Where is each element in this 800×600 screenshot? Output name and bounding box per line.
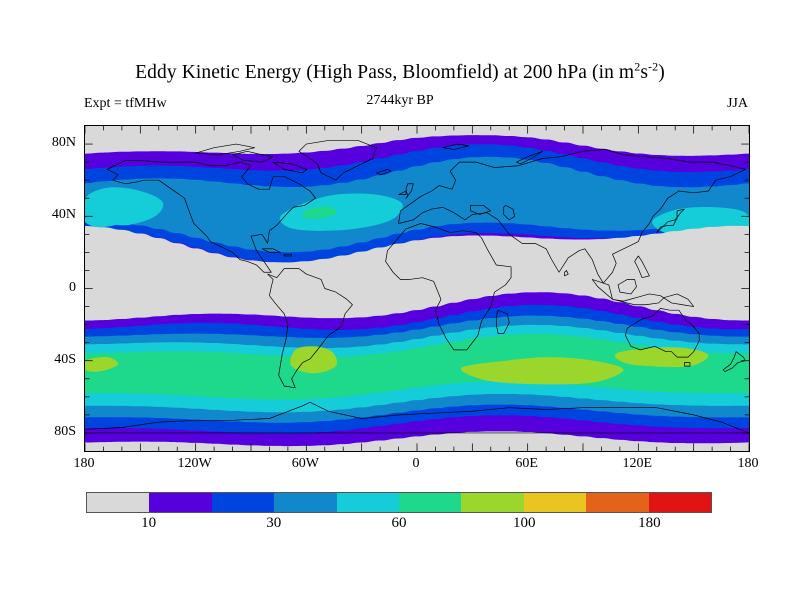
- coastline-path: [398, 149, 746, 284]
- y-tick-label: 40N: [51, 207, 76, 223]
- coastline-path: [625, 308, 700, 358]
- x-tick-label: 120W: [177, 456, 212, 471]
- x-tick-label: 180: [73, 456, 95, 471]
- y-tick-label: 80S: [54, 423, 76, 439]
- x-tick-label: 60W: [291, 456, 319, 471]
- colorbar-band[interactable]: [461, 493, 524, 512]
- contour-band: [85, 357, 119, 372]
- coastline-path: [195, 143, 256, 156]
- colorbar-band[interactable]: [336, 493, 400, 512]
- coastline-path: [684, 362, 691, 367]
- colorbar-band[interactable]: [274, 493, 337, 512]
- colorbar-tick-label: 60: [391, 515, 407, 531]
- coastline-path: [495, 309, 510, 334]
- experiment-label: Expt = tfMHw: [84, 96, 167, 111]
- coastline-path: [634, 255, 650, 279]
- colorbar-labels: 10 30 60 100 180: [86, 515, 712, 539]
- x-axis-labels: 180 120W 60W 0 60E 120E 180: [74, 456, 759, 478]
- season-label: JJA: [726, 96, 748, 111]
- title-exponent-2: -2: [648, 59, 659, 74]
- coastline-path: [385, 223, 512, 351]
- coastline-path: [656, 208, 685, 233]
- coastline-path: [106, 159, 316, 273]
- colorbar[interactable]: [86, 492, 712, 513]
- coastline-path: [591, 279, 695, 307]
- colorbar-band[interactable]: [586, 493, 649, 512]
- colorbar-band[interactable]: [149, 493, 212, 512]
- colorbar-band[interactable]: [399, 493, 462, 512]
- colorbar-band[interactable]: [87, 493, 150, 512]
- coastline-path: [261, 248, 281, 253]
- title-text-tail: ): [658, 62, 665, 83]
- coastline-path: [272, 161, 307, 174]
- title-text-mid: s: [640, 62, 649, 83]
- coastline-path: [298, 140, 377, 181]
- coastline-path: [232, 150, 274, 163]
- x-tick-label: 0: [412, 456, 420, 471]
- contour-band: [302, 206, 337, 219]
- colorbar-tick-label: 100: [512, 515, 536, 531]
- coastline-path: [442, 143, 469, 150]
- axis-ticks: [85, 126, 749, 451]
- coastline-path: [398, 190, 407, 195]
- y-tick-label: 0: [69, 279, 76, 295]
- coastline-path: [85, 401, 749, 434]
- contour-bands: [85, 126, 749, 451]
- colorbar-band[interactable]: [648, 493, 712, 512]
- coastline-path: [283, 253, 292, 257]
- title-text: Eddy Kinetic Energy (High Pass, Bloomfie…: [135, 62, 635, 83]
- colorbar-tick-label: 10: [141, 515, 157, 531]
- contour-band: [279, 193, 403, 231]
- title-exponent-1: 2: [634, 59, 641, 74]
- coastline-path: [564, 270, 569, 277]
- coastlines: [85, 140, 749, 434]
- page-title: Eddy Kinetic Energy (High Pass, Bloomfie…: [0, 59, 800, 84]
- coastline-path: [617, 279, 637, 295]
- x-tick-label: 180: [737, 456, 759, 471]
- contour-band: [85, 201, 124, 228]
- coastline-path: [722, 351, 746, 372]
- contour-band: [460, 357, 624, 385]
- colorbar-tick-label: 180: [638, 515, 661, 531]
- contour-map: [85, 126, 749, 451]
- colorbar-band[interactable]: [211, 493, 275, 512]
- contour-band: [290, 346, 338, 374]
- period-label: 2744kyr BP: [366, 93, 434, 108]
- x-tick-label: 120E: [622, 456, 653, 471]
- map-plot-area: [84, 125, 750, 452]
- x-tick-label: 60E: [515, 456, 538, 471]
- coastline-path: [267, 268, 353, 389]
- contour-band: [85, 156, 749, 253]
- coastline-path: [503, 205, 516, 221]
- y-axis-labels: 80N 40N 0 40S 80S: [0, 125, 76, 450]
- contour-band: [614, 347, 709, 368]
- colorbar-band[interactable]: [523, 493, 587, 512]
- coastline-path: [470, 205, 492, 215]
- coastline-path: [516, 150, 543, 165]
- y-tick-label: 80N: [51, 135, 76, 151]
- y-tick-label: 40S: [54, 351, 76, 367]
- coastline-path: [376, 168, 392, 176]
- coastline-path: [405, 183, 414, 199]
- colorbar-tick-label: 30: [266, 515, 282, 531]
